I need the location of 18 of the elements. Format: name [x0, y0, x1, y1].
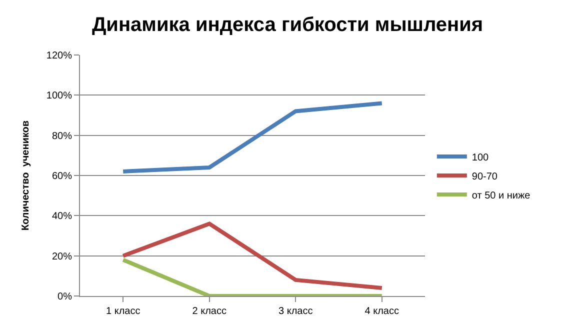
legend-label: от 50 и ниже: [472, 190, 531, 202]
y-tick-label: 60%: [52, 171, 72, 182]
y-axis-title: Количество учеников: [20, 120, 32, 231]
x-tick-label: 2 класс: [192, 306, 226, 317]
y-tick-label: 40%: [52, 211, 72, 222]
line-series: [121, 101, 384, 174]
y-tick-label: 100%: [46, 90, 72, 102]
y-tick-label: 0%: [58, 292, 72, 302]
legend-label: 100: [472, 152, 490, 164]
legend-label: 90-70: [472, 171, 498, 182]
y-tick-label: 20%: [52, 251, 72, 262]
x-tick-label: 4 класс: [364, 306, 399, 317]
y-tick-label: 120%: [46, 50, 72, 62]
y-tick-label: 80%: [52, 130, 72, 142]
line-series: [121, 222, 384, 290]
x-tick-label: 3 класс: [278, 306, 313, 317]
chart-title: Динамика индекса гибкости мышления: [92, 14, 484, 36]
x-tick-label: 1 класс: [106, 306, 140, 317]
